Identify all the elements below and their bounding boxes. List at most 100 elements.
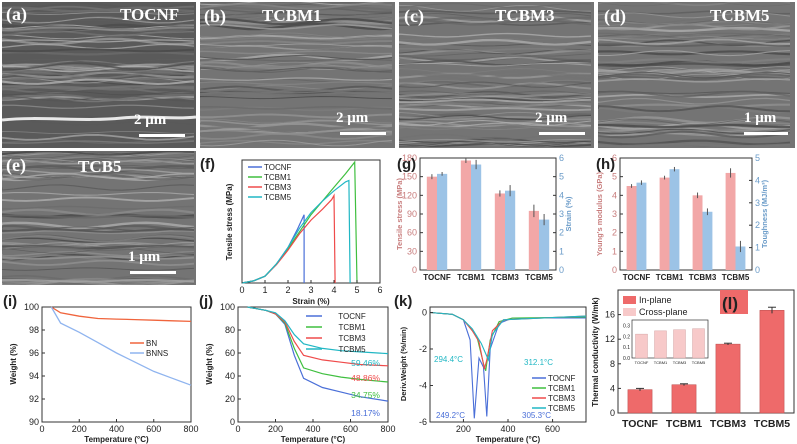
x-tick-label: 600 <box>146 424 161 434</box>
panel-label: (b) <box>204 6 226 26</box>
x-tick-label: 0 <box>235 424 240 434</box>
y-left-tick-label: 2 <box>612 228 617 238</box>
x-tick-label: 2 <box>285 285 290 295</box>
axis-label: Tensile stress (MPa) <box>225 183 234 260</box>
y-tick-label: 16 <box>605 310 615 320</box>
series-tocnf <box>241 214 305 284</box>
scale-bar <box>539 132 585 135</box>
y-right-tick-label: 6 <box>559 153 564 163</box>
y-tick-label: 60 <box>225 348 235 358</box>
sem-texture <box>598 2 795 148</box>
data-annotation: 34.75% <box>351 390 380 400</box>
sem-panel-b: (b) TCBM1 2 μm <box>200 2 395 148</box>
inset-y-tick-label: 0.3 <box>623 323 630 329</box>
legend-label: TCBM3 <box>548 394 576 403</box>
sample-title: TCB5 <box>78 157 122 176</box>
bar-in-plane <box>715 343 741 414</box>
y-left-tick-label: 6 <box>612 153 617 163</box>
x-tick-label: 6 <box>377 285 382 295</box>
series-tcbm1 <box>247 306 389 383</box>
y-tick-label: 100 <box>24 302 39 312</box>
series-tcbm1 <box>241 160 358 284</box>
y-left-tick-label: 60 <box>407 228 417 238</box>
data-annotation: 312.1°C <box>524 358 553 367</box>
inset-category-label: TOCNF <box>635 360 649 365</box>
x-category-label: TCBM3 <box>710 418 746 430</box>
scale-bar <box>744 132 788 135</box>
sem-panel-c: (c) TCBM3 2 μm <box>399 2 594 148</box>
y-left-tick-label: 0 <box>612 265 617 275</box>
y-tick-label: 8 <box>610 359 615 369</box>
y-tick-label: 0 <box>610 408 615 418</box>
inset-category-label: TCBM1 <box>654 360 668 365</box>
bar-left <box>494 193 505 270</box>
sem-texture <box>399 2 594 148</box>
series-bn <box>50 306 192 323</box>
y-right-tick-label: 2 <box>755 220 760 230</box>
y-tick-label: 100 <box>220 302 235 312</box>
y-tick-label: 92 <box>29 394 39 404</box>
y-right-tick-label: 4 <box>559 190 564 200</box>
bar-in-plane <box>671 384 697 414</box>
bar-right <box>702 211 713 270</box>
legend-label: TCBM5 <box>548 404 576 413</box>
y-right-tick-label: 2 <box>559 228 564 238</box>
axis-label: Thermal conductivity (W/mk) <box>591 297 600 407</box>
data-annotation: 305.3°C <box>522 411 551 420</box>
inset-y-tick-label: 0.2 <box>623 334 630 340</box>
x-category-label: TCBM5 <box>525 273 553 282</box>
bar-left <box>659 177 670 270</box>
bar-right <box>505 190 516 270</box>
inset-y-tick-label: 0.0 <box>623 356 630 362</box>
sem-panel-a: (a) TOCNF 2 μm <box>2 2 196 148</box>
sample-title: TCBM5 <box>710 6 770 25</box>
y-tick-label: 0 <box>422 307 427 317</box>
data-annotation: 18.17% <box>351 408 380 418</box>
legend-label: TCBM5 <box>338 345 366 354</box>
legend-label: TOCNF <box>338 312 366 321</box>
bar-right <box>735 246 746 270</box>
y-tick-label: 80 <box>225 325 235 335</box>
x-tick-label: 0 <box>39 424 44 434</box>
scale-bar <box>340 132 386 135</box>
x-tick-label: 5 <box>354 285 359 295</box>
axis-label: Weight (%) <box>9 343 18 385</box>
axis-label: Toughness (MJ/m³) <box>760 179 769 248</box>
bar-right <box>636 182 647 270</box>
legend-label: TCBM1 <box>264 173 292 182</box>
bar-cross-plane <box>673 329 686 359</box>
legend-label: BN <box>146 339 157 348</box>
y-right-tick-label: 0 <box>755 265 760 275</box>
plot-frame <box>617 289 795 414</box>
panel-label: (f) <box>200 156 215 173</box>
sample-title: TOCNF <box>120 5 180 24</box>
y-right-tick-label: 1 <box>755 243 760 253</box>
legend-label: TOCNF <box>264 163 292 172</box>
y-tick-label: 94 <box>29 371 39 381</box>
legend-label: TCBM1 <box>548 384 576 393</box>
bar-right <box>669 169 680 270</box>
y-left-tick-label: 120 <box>402 190 417 200</box>
panel-label: (d) <box>604 6 626 26</box>
bar-left <box>692 195 703 270</box>
bar-left <box>460 160 471 270</box>
y-right-tick-label: 3 <box>755 198 760 208</box>
x-category-label: TCBM5 <box>722 273 750 282</box>
bar-left <box>626 186 637 270</box>
x-axis-label: Temperature (°C) <box>476 435 541 444</box>
y-tick-label: 12 <box>605 334 615 344</box>
legend-swatch <box>623 296 636 304</box>
scale-bar-label: 2 μm <box>535 110 568 126</box>
scale-bar <box>130 271 176 274</box>
data-annotation: 48.86% <box>351 373 380 383</box>
y-right-tick-label: 5 <box>755 153 760 163</box>
y-left-tick-label: 3 <box>612 209 617 219</box>
x-tick-label: 1 <box>262 285 267 295</box>
x-tick-label: 400 <box>109 424 124 434</box>
x-axis-label: Temperature (°C) <box>84 435 149 444</box>
scale-bar-label: 2 μm <box>134 112 167 128</box>
y-tick-label: -4 <box>419 380 427 390</box>
panel-label: (j) <box>199 293 213 310</box>
y-right-tick-label: 0 <box>559 265 564 275</box>
x-tick-label: 4 <box>331 285 336 295</box>
